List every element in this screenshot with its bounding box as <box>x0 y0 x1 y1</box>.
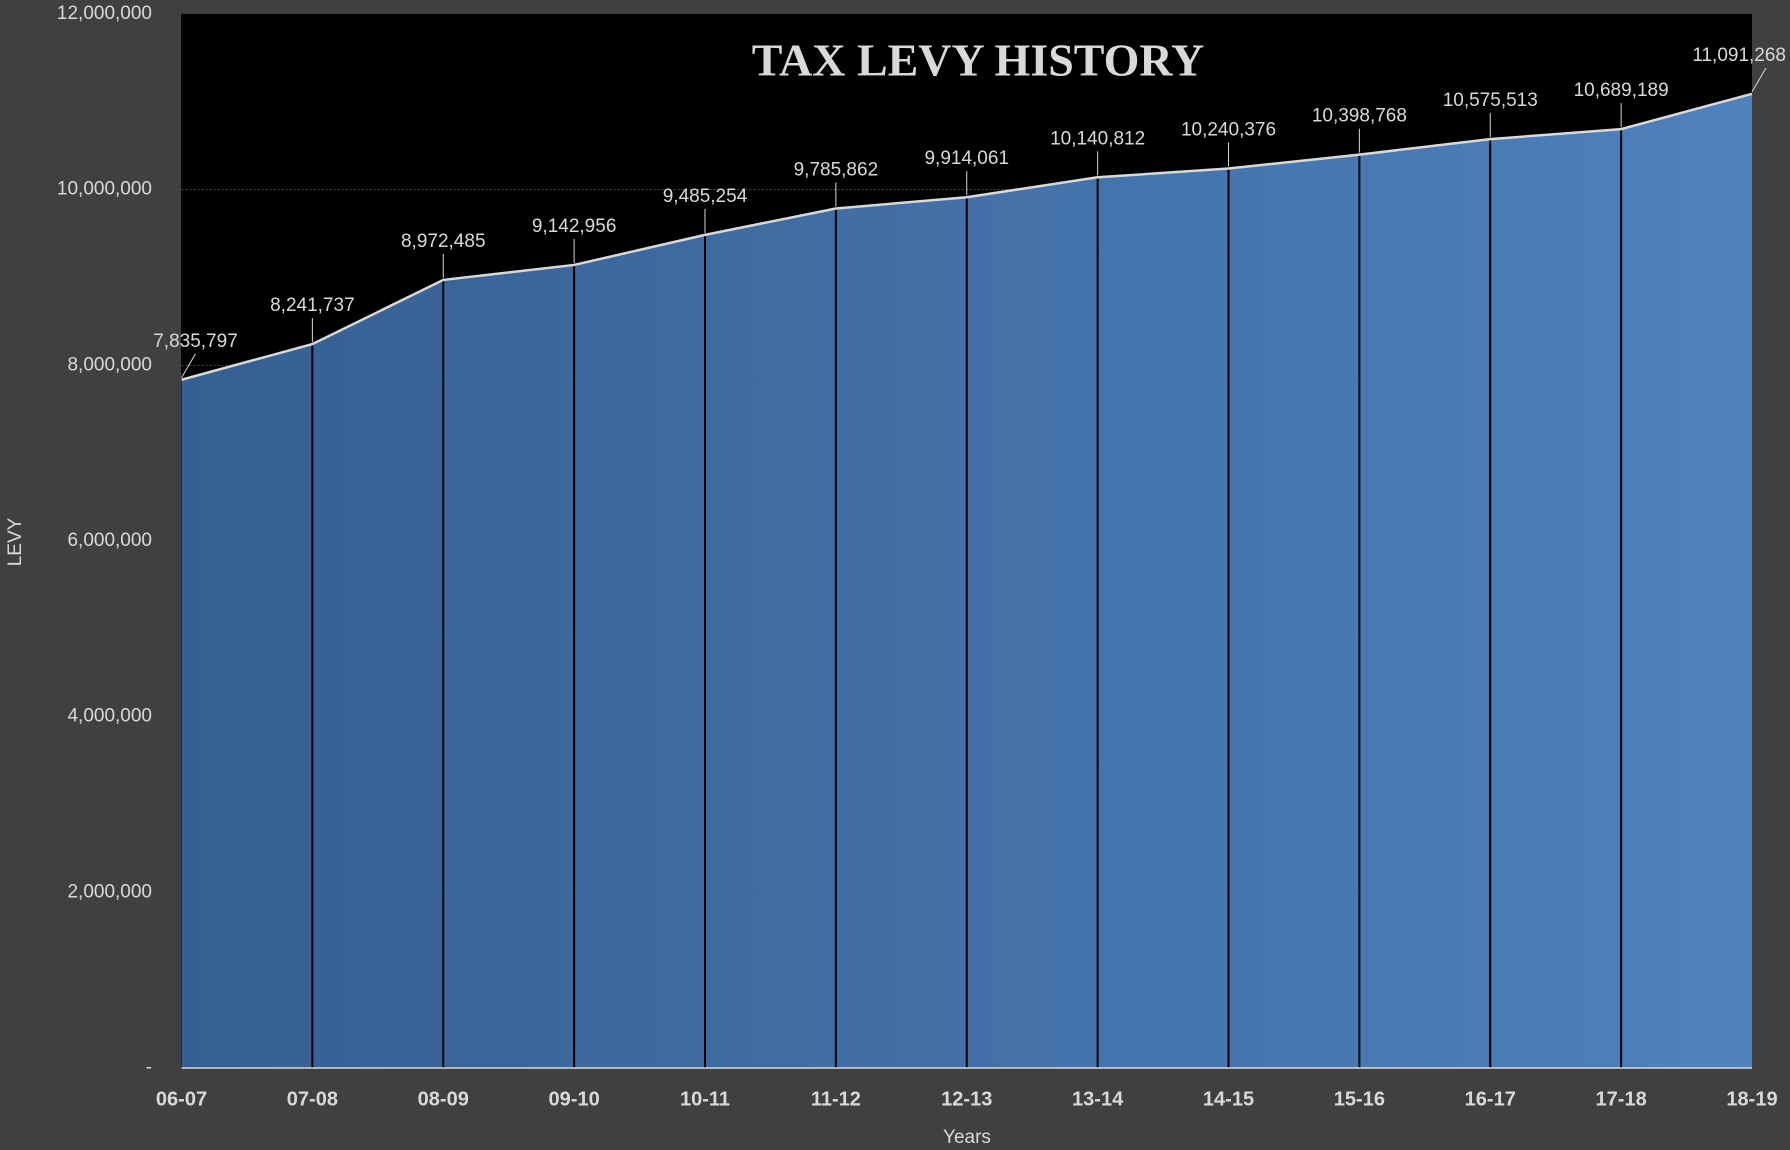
data-label: 9,785,862 <box>794 159 879 180</box>
data-label: 10,140,812 <box>1050 128 1145 149</box>
data-label: 10,398,768 <box>1312 106 1407 127</box>
line <box>181 92 1753 381</box>
data-label: 9,485,254 <box>663 186 748 207</box>
y-tick-label: 8,000,000 <box>67 354 152 375</box>
x-tick-label: 08-09 <box>418 1088 469 1110</box>
x-tick-label: 13-14 <box>1072 1088 1124 1110</box>
x-tick-label: 07-08 <box>287 1088 338 1110</box>
x-tick-label: 14-15 <box>1203 1088 1254 1110</box>
y-tick-label: 2,000,000 <box>67 881 152 902</box>
x-tick-label: 06-07 <box>156 1088 207 1110</box>
x-tick-label: 18-19 <box>1726 1088 1777 1110</box>
x-tick-label: 16-17 <box>1465 1088 1516 1110</box>
y-tick-label: - <box>146 1057 152 1078</box>
chart-title: TAX LEVY HISTORY <box>752 35 1205 86</box>
data-label: 9,142,956 <box>532 216 617 237</box>
x-tick-label: 10-11 <box>680 1088 730 1110</box>
y-tick-label: 4,000,000 <box>67 706 152 727</box>
x-tick-label: 15-16 <box>1334 1088 1385 1110</box>
y-tick-label: 10,000,000 <box>57 179 152 200</box>
y-tick-label: 6,000,000 <box>67 530 152 551</box>
leader-line <box>1751 67 1767 93</box>
x-tick-label: 12-13 <box>941 1088 992 1110</box>
data-label: 10,689,189 <box>1574 80 1669 101</box>
data-label: 10,575,513 <box>1443 90 1538 111</box>
data-label: 10,240,376 <box>1181 120 1276 141</box>
data-label: 9,914,061 <box>924 148 1009 169</box>
x-tick-label: 11-12 <box>811 1088 861 1110</box>
leader-line <box>181 353 196 379</box>
x-tick-label: 09-10 <box>549 1088 600 1110</box>
data-label: 11,091,268 <box>1692 45 1786 66</box>
y-axis-label: LEVY <box>5 517 26 566</box>
x-tick-label: 17-18 <box>1596 1088 1647 1110</box>
data-label: 8,972,485 <box>401 231 486 252</box>
data-label: 7,835,797 <box>153 331 238 352</box>
data-label: 8,241,737 <box>270 295 355 316</box>
y-tick-label: 12,000,000 <box>57 3 152 24</box>
x-axis-label: Years <box>943 1127 991 1148</box>
